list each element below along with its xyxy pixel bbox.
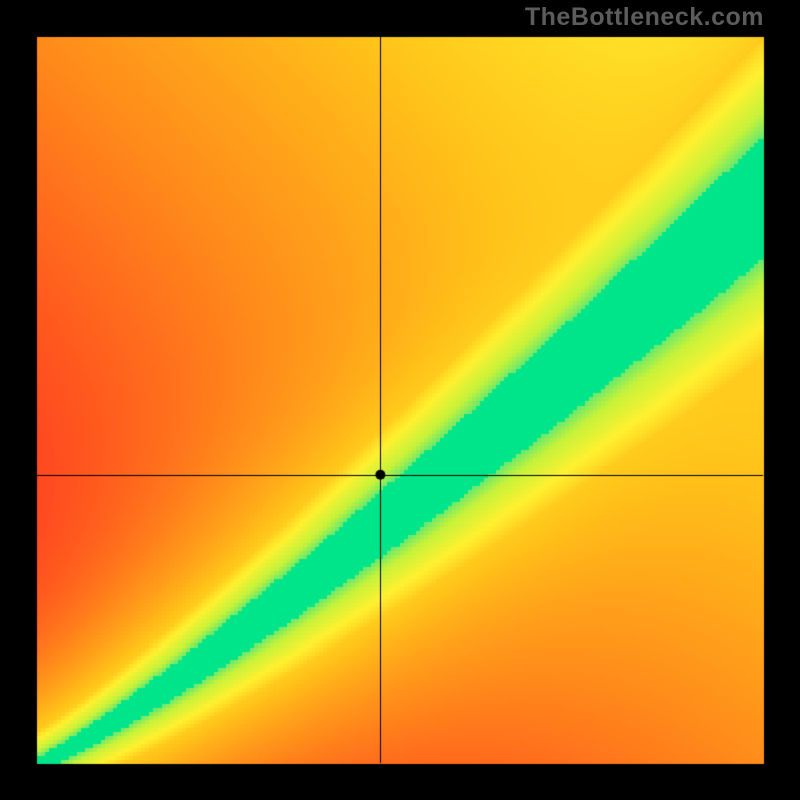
watermark-text: TheBottleneck.com [525,3,764,32]
chart-container: TheBottleneck.com [0,0,800,800]
heatmap-canvas [0,0,800,800]
